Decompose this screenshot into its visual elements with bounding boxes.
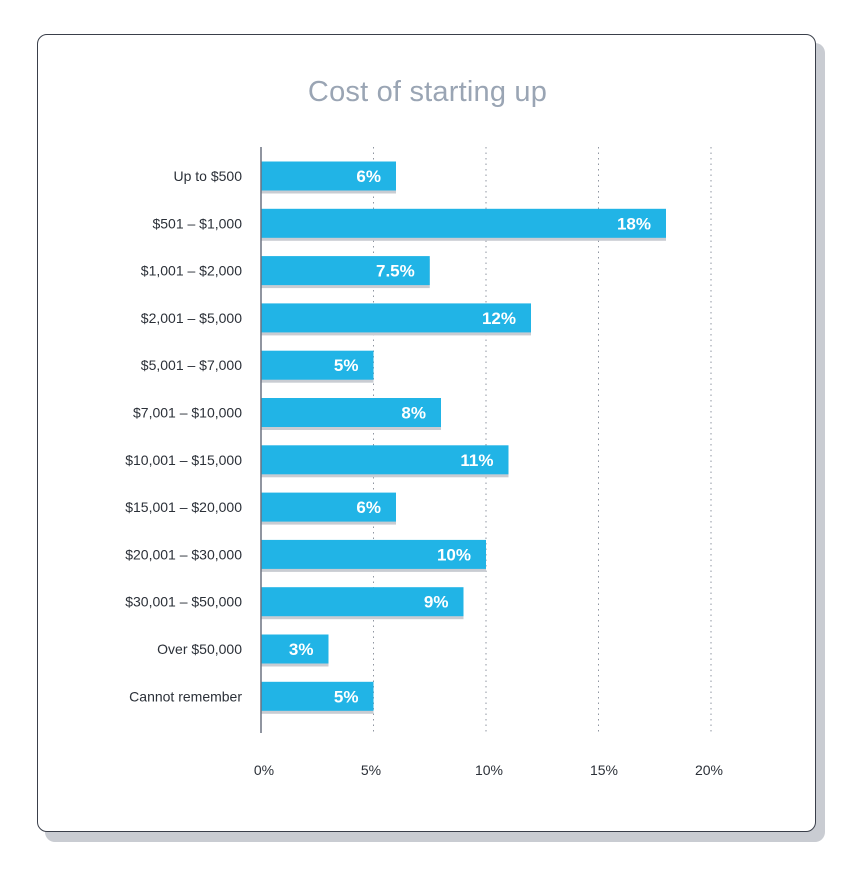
category-label: Over $50,000: [157, 641, 242, 657]
bar-value-label: 10%: [437, 545, 471, 564]
category-label: $30,001 – $50,000: [125, 594, 242, 610]
bar-value-label: 12%: [482, 309, 516, 328]
bar: [261, 161, 396, 191]
bar: [261, 303, 531, 333]
bar-value-label: 3%: [289, 640, 314, 659]
category-label: $5,001 – $7,000: [141, 357, 242, 373]
x-tick-label: 15%: [590, 762, 618, 778]
bar-value-label: 6%: [356, 167, 381, 186]
bar-value-label: 7.5%: [376, 262, 415, 281]
x-tick-label: 5%: [361, 762, 381, 778]
x-tick-label: 0%: [254, 762, 274, 778]
bar: [261, 398, 441, 427]
category-label: $10,001 – $15,000: [125, 452, 242, 468]
bar-value-label: 5%: [334, 356, 359, 375]
category-label: $7,001 – $10,000: [133, 405, 242, 421]
x-tick-label: 20%: [695, 762, 723, 778]
category-label: $501 – $1,000: [152, 215, 242, 231]
category-label: $2,001 – $5,000: [141, 310, 242, 326]
category-label: $1,001 – $2,000: [141, 263, 242, 279]
bar: [261, 492, 396, 522]
bar-value-label: 6%: [356, 498, 381, 517]
bar: [261, 634, 329, 664]
bar-value-label: 11%: [460, 451, 493, 470]
bar-value-label: 9%: [424, 593, 449, 612]
bar: [261, 350, 374, 380]
bar: [261, 256, 430, 286]
bar: [261, 681, 374, 711]
category-label: $20,001 – $30,000: [125, 546, 242, 562]
bar: [261, 208, 666, 238]
chart-title: Cost of starting up: [307, 76, 548, 108]
bar-value-label: 5%: [334, 687, 359, 706]
bar-value-label: 18%: [617, 214, 651, 233]
category-label: Up to $500: [174, 168, 243, 184]
x-tick-label: 10%: [475, 762, 503, 778]
chart-card: [37, 34, 816, 832]
category-label: Cannot remember: [129, 688, 242, 704]
category-label: $15,001 – $20,000: [125, 499, 242, 515]
bar: [261, 445, 509, 475]
bar: [261, 587, 464, 617]
bar-value-label: 8%: [401, 404, 426, 423]
bar: [261, 539, 486, 569]
